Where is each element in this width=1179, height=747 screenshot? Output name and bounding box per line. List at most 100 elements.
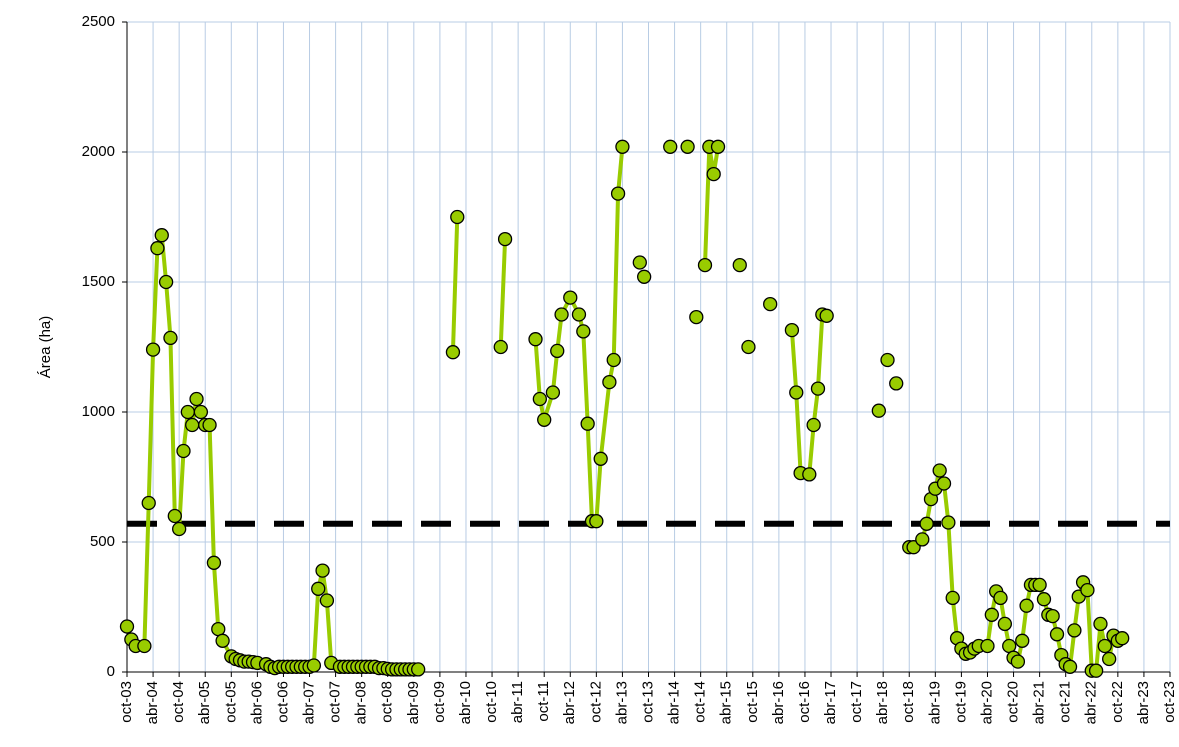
data-point: [1045, 608, 1060, 624]
data-point: [1049, 627, 1065, 642]
data-point: [1002, 638, 1017, 654]
data-point: [571, 307, 587, 322]
y-tick-label: 500: [90, 533, 115, 550]
data-point: [806, 417, 821, 433]
y-axis-label: Área (ha): [37, 316, 54, 379]
x-tick-label: abr-14: [666, 681, 683, 724]
x-tick-label: abr-16: [770, 681, 787, 724]
data-point: [689, 309, 704, 325]
data-point: [889, 376, 904, 391]
data-point: [1032, 577, 1047, 593]
x-tick-label: abr-19: [926, 681, 943, 724]
x-tick-label: oct-10: [483, 681, 500, 723]
data-point: [932, 463, 947, 478]
data-point: [945, 590, 960, 606]
x-tick-label: abr-17: [822, 681, 839, 724]
data-point: [997, 616, 1013, 632]
x-tick-label: oct-11: [535, 681, 552, 722]
data-point: [1080, 582, 1095, 598]
y-tick-label: 1000: [82, 403, 115, 420]
data-point: [993, 590, 1008, 606]
data-point: [802, 467, 817, 482]
data-point: [915, 532, 930, 547]
data-point: [871, 403, 886, 418]
x-tick-label: abr-13: [613, 681, 630, 724]
data-point: [1115, 631, 1130, 646]
x-tick-label: abr-15: [718, 681, 735, 724]
data-point: [315, 563, 330, 578]
data-point: [936, 476, 952, 491]
data-point: [593, 451, 608, 466]
x-tick-label: oct-12: [587, 681, 604, 723]
data-point: [206, 555, 222, 570]
x-tick-label: oct-13: [639, 681, 656, 723]
data-point: [185, 417, 200, 433]
data-point: [180, 404, 195, 420]
data-point: [706, 166, 721, 182]
x-tick-label: oct-04: [170, 681, 187, 723]
data-point: [1067, 623, 1082, 638]
y-tick-label: 1500: [82, 273, 115, 290]
data-point: [1015, 633, 1030, 648]
data-point: [602, 374, 617, 390]
data-point: [202, 417, 217, 433]
data-point: [150, 241, 165, 256]
data-point: [137, 638, 152, 654]
x-tick-label: abr-20: [978, 681, 995, 724]
data-point: [819, 308, 834, 323]
data-point: [163, 330, 178, 346]
data-point: [189, 391, 204, 407]
x-tick-label: abr-23: [1135, 681, 1152, 724]
x-tick-label: abr-09: [405, 681, 422, 724]
y-tick-label: 2000: [82, 143, 115, 160]
x-tick-label: abr-07: [300, 681, 317, 724]
data-point: [1097, 638, 1112, 654]
y-tick-label: 2500: [82, 13, 115, 30]
x-tick-label: abr-05: [196, 681, 213, 724]
x-tick-label: abr-22: [1083, 681, 1100, 724]
data-point: [497, 231, 513, 247]
data-point: [615, 139, 630, 154]
x-tick-label: oct-18: [900, 681, 917, 723]
data-point: [606, 352, 621, 368]
x-tick-label: oct-15: [744, 681, 761, 723]
data-point: [411, 662, 426, 677]
x-tick-label: oct-19: [952, 681, 969, 723]
x-tick-label: oct-08: [379, 681, 396, 723]
data-point: [580, 416, 595, 431]
data-point: [1088, 663, 1104, 678]
x-tick-label: oct-17: [848, 681, 865, 723]
data-point: [171, 521, 187, 537]
data-point: [176, 443, 191, 459]
data-point: [810, 381, 826, 396]
x-tick-label: abr-08: [353, 681, 370, 724]
data-point: [1019, 598, 1034, 613]
data-point: [563, 290, 578, 305]
data-point: [193, 404, 209, 420]
x-tick-label: abr-11: [509, 681, 526, 723]
data-point: [311, 581, 326, 596]
data-point: [984, 607, 999, 622]
x-tick-label: abr-21: [1031, 681, 1048, 724]
data-point: [680, 139, 695, 154]
data-point: [145, 342, 161, 357]
y-tick-label: 0: [107, 663, 115, 680]
data-point: [306, 658, 322, 673]
data-point: [784, 322, 800, 338]
data-point: [119, 619, 135, 634]
x-tick-label: oct-09: [431, 681, 448, 723]
data-point: [158, 274, 174, 290]
x-tick-label: oct-21: [1057, 681, 1074, 723]
data-point: [663, 139, 678, 154]
data-point: [1093, 616, 1108, 632]
data-point: [710, 139, 726, 154]
data-point: [1036, 592, 1052, 607]
series-line: [789, 312, 828, 477]
data-point: [537, 412, 552, 427]
data-point: [610, 186, 626, 201]
data-point: [732, 257, 747, 273]
data-point: [941, 515, 956, 530]
x-tick-label: oct-14: [692, 681, 709, 723]
x-tick-label: abr-12: [561, 681, 578, 724]
